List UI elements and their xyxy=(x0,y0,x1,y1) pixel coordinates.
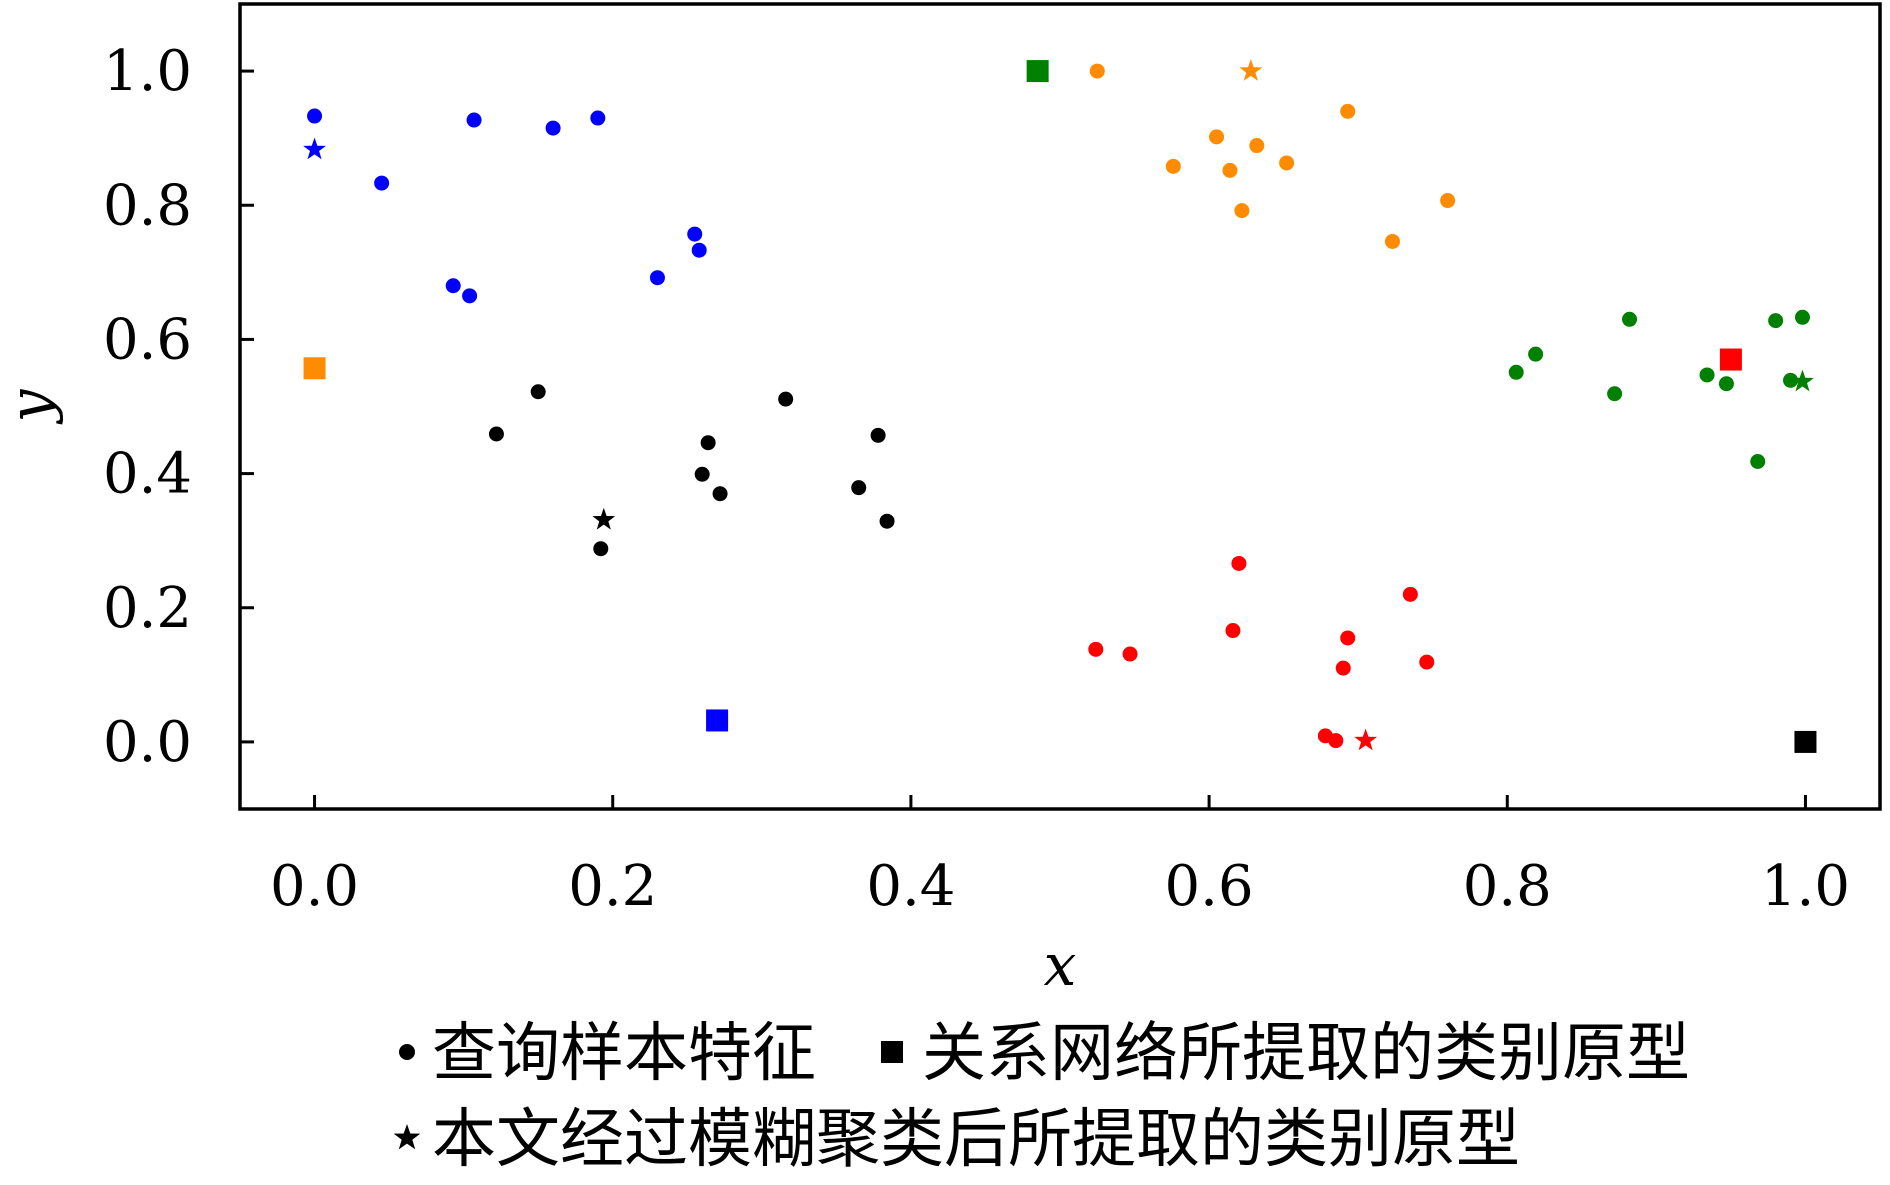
y-axis-label: y xyxy=(0,388,64,425)
data-point xyxy=(1528,346,1544,362)
y-tick-label: 0.0 xyxy=(103,710,192,775)
data-point xyxy=(870,427,886,443)
y-tick-label: 0.4 xyxy=(103,442,192,507)
data-point xyxy=(590,110,606,126)
data-point xyxy=(1249,138,1265,154)
x-tick-label: 0.2 xyxy=(568,854,657,919)
data-point xyxy=(1088,641,1104,657)
axis-ticks: 0.0 0.2 0.4 0.6 0.8 1.0 0.0 0.2 0.4 0.6 0.8 1.0 xyxy=(103,39,1850,919)
prototype-square xyxy=(1719,348,1742,371)
prototype-star xyxy=(592,507,616,530)
data-point xyxy=(687,226,703,242)
data-point xyxy=(1718,376,1734,392)
data-point xyxy=(694,466,710,482)
data-point xyxy=(1089,63,1105,79)
prototype-star xyxy=(1791,369,1814,392)
x-tick-label: 0.0 xyxy=(270,854,359,919)
data-point xyxy=(1768,313,1784,329)
data-point xyxy=(1209,129,1225,145)
x-tick-label: 0.4 xyxy=(866,854,955,919)
y-tick-label: 1.0 xyxy=(103,39,192,104)
x-tick-label: 0.8 xyxy=(1463,854,1552,919)
prototype-star xyxy=(303,137,326,160)
data-point xyxy=(1419,654,1435,670)
data-point xyxy=(462,288,478,304)
data-point xyxy=(1165,158,1181,174)
data-point xyxy=(1508,364,1524,380)
plot-frame xyxy=(238,2,1882,811)
data-marks xyxy=(303,59,1817,753)
data-point xyxy=(488,426,504,442)
data-point xyxy=(1384,233,1400,249)
data-point xyxy=(1225,623,1241,639)
data-point xyxy=(1340,630,1356,646)
prototype-star xyxy=(1354,728,1378,751)
data-point xyxy=(1279,155,1295,171)
data-point xyxy=(1607,386,1623,402)
data-point xyxy=(1122,646,1138,662)
data-point xyxy=(712,486,728,502)
data-point xyxy=(374,175,390,191)
legend-label: 关系网络所提取的类别原型 xyxy=(922,1017,1690,1091)
legend-circle-marker xyxy=(399,1044,415,1060)
data-point xyxy=(1440,193,1456,209)
x-tick-label: 1.0 xyxy=(1761,854,1850,919)
data-point xyxy=(1340,103,1356,119)
data-point xyxy=(778,391,794,407)
data-point xyxy=(1234,203,1250,219)
data-point xyxy=(445,278,461,294)
prototype-square xyxy=(1026,60,1049,83)
data-point xyxy=(1794,309,1810,325)
data-point xyxy=(1222,162,1238,178)
data-point xyxy=(851,480,867,496)
data-point xyxy=(1783,372,1799,388)
y-tick-label: 0.2 xyxy=(103,576,192,641)
data-point xyxy=(545,120,561,136)
x-axis-label: x xyxy=(1044,931,1077,999)
prototype-square xyxy=(303,357,326,380)
data-point xyxy=(1622,311,1638,327)
data-point xyxy=(1335,660,1351,676)
data-point xyxy=(1328,733,1344,749)
data-point xyxy=(649,270,665,286)
prototype-square xyxy=(706,709,729,732)
y-tick-label: 0.6 xyxy=(103,307,192,372)
prototype-square xyxy=(1794,730,1817,753)
data-point xyxy=(466,112,482,128)
data-point xyxy=(879,513,895,529)
data-point xyxy=(593,541,609,557)
legend-label: 本文经过模糊聚类后所提取的类别原型 xyxy=(432,1103,1520,1177)
data-point xyxy=(1402,586,1418,602)
y-tick-label: 0.8 xyxy=(103,173,192,238)
legend-square-marker xyxy=(881,1041,903,1063)
legend-star-marker xyxy=(393,1124,421,1150)
data-point xyxy=(700,435,716,451)
legend-label: 查询样本特征 xyxy=(432,1017,816,1091)
prototype-star xyxy=(1239,59,1263,81)
data-point xyxy=(1231,555,1247,571)
data-point xyxy=(1699,367,1715,383)
data-point xyxy=(691,242,707,258)
data-point xyxy=(1750,454,1766,470)
data-point xyxy=(307,108,323,124)
data-point xyxy=(530,384,546,400)
x-tick-label: 0.6 xyxy=(1165,854,1254,919)
